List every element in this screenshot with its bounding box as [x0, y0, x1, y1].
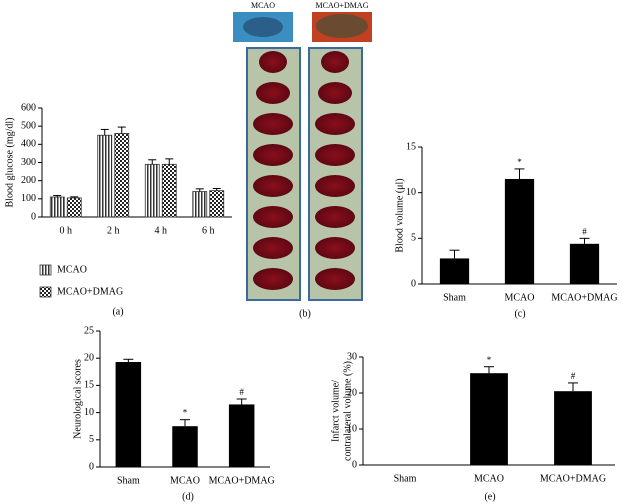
significance-marker: # — [571, 371, 576, 381]
y-tick-label: 400 — [21, 139, 36, 150]
bar — [161, 163, 177, 218]
x-tick-label: Sham — [394, 473, 417, 484]
brain-photo — [243, 17, 283, 37]
brain-slice — [253, 237, 293, 259]
brain-slice — [315, 113, 355, 135]
y-tick-label: 100 — [21, 193, 36, 204]
bar — [569, 243, 600, 284]
brain-slice — [253, 113, 293, 135]
y-tick-label: 5 — [411, 233, 416, 244]
y-tick-label: 15 — [406, 141, 416, 152]
y-tick-label: 20 — [347, 387, 357, 398]
significance-marker: * — [183, 408, 188, 418]
significance-marker: * — [517, 157, 522, 167]
bar — [439, 258, 470, 284]
brain-slice — [253, 144, 293, 166]
y-tick-label: 20 — [84, 352, 94, 363]
significance-marker: * — [487, 355, 492, 365]
y-axis-label: Blood volume (μl) — [394, 178, 405, 252]
y-tick-label: 10 — [84, 407, 94, 418]
y-tick-label: 200 — [21, 175, 36, 186]
x-tick-label: 4 h — [155, 225, 168, 236]
y-tick-label: 25 — [84, 325, 94, 336]
brain-slice — [315, 175, 355, 197]
panel-caption: (e) — [484, 491, 495, 502]
bar — [66, 197, 82, 218]
brain-slice — [259, 51, 287, 73]
bar — [144, 163, 160, 218]
y-axis-label: Infarct volume/ — [330, 380, 341, 442]
bar — [504, 178, 535, 284]
brain-slice — [321, 51, 349, 73]
bar — [554, 391, 592, 465]
y-tick-label: 10 — [406, 187, 416, 198]
brain-images: MCAO MCAO+DMAG (b) — [233, 1, 372, 319]
brain-slice — [315, 268, 355, 290]
y-tick-label: 600 — [21, 102, 36, 113]
y-tick-label: 5 — [89, 434, 94, 445]
y-tick-label: 15 — [84, 380, 94, 391]
brain-slice — [315, 237, 355, 259]
x-tick-label: MCAO — [504, 292, 534, 303]
x-tick-label: 2 h — [107, 225, 120, 236]
panel-caption: (d) — [182, 491, 194, 502]
x-tick-label: MCAO+DMAG — [551, 292, 617, 303]
bar — [49, 196, 65, 218]
y-tick-label: 30 — [347, 351, 357, 362]
bar — [192, 191, 208, 218]
image-label: MCAO — [251, 1, 275, 10]
y-tick-label: 300 — [21, 157, 36, 168]
y-tick-label: 0 — [31, 211, 36, 222]
legend-label: MCAO — [57, 264, 87, 275]
brain-slice — [253, 268, 293, 290]
brain-slice — [315, 206, 355, 228]
y-axis-label: Neurological scores — [72, 359, 83, 439]
x-tick-label: MCAO — [474, 473, 504, 484]
x-tick-label: MCAO+DMAG — [540, 473, 606, 484]
legend-swatch — [39, 286, 52, 298]
significance-marker: # — [239, 387, 244, 397]
x-tick-label: 6 h — [202, 225, 215, 236]
panel-caption: (a) — [112, 306, 123, 317]
x-tick-label: Sham — [443, 292, 466, 303]
x-tick-label: MCAO — [170, 475, 200, 486]
brain-slice — [318, 82, 352, 104]
bar — [228, 404, 255, 467]
y-tick-label: 500 — [21, 120, 36, 131]
significance-marker: # — [582, 226, 587, 236]
image-label: MCAO+DMAG — [316, 1, 369, 10]
bar — [470, 373, 508, 465]
x-tick-label: MCAO+DMAG — [209, 475, 275, 486]
bar — [172, 426, 198, 467]
bar — [115, 362, 142, 467]
bar — [114, 133, 130, 218]
brain-slice — [315, 144, 355, 166]
panel-caption: (c) — [514, 308, 525, 319]
panel-caption: (b) — [299, 308, 311, 319]
y-tick-label: 0 — [411, 278, 416, 289]
x-tick-label: 0 h — [60, 225, 73, 236]
legend-swatch — [39, 264, 52, 276]
brain-slice — [253, 175, 293, 197]
x-tick-label: Sham — [117, 475, 140, 486]
y-tick-label: 0 — [89, 461, 94, 472]
y-tick-label: 10 — [347, 423, 357, 434]
brain-slice — [253, 206, 293, 228]
bar — [97, 134, 113, 218]
y-tick-label: 0 — [352, 459, 357, 470]
bar — [209, 190, 225, 218]
y-axis-label: Blood glucose (mg/dl) — [4, 118, 15, 208]
brain-slice — [256, 82, 290, 104]
y-axis-label: contralateral volume (%) — [342, 361, 353, 461]
legend-label: MCAO+DMAG — [57, 286, 123, 297]
brain-photo — [316, 14, 368, 38]
